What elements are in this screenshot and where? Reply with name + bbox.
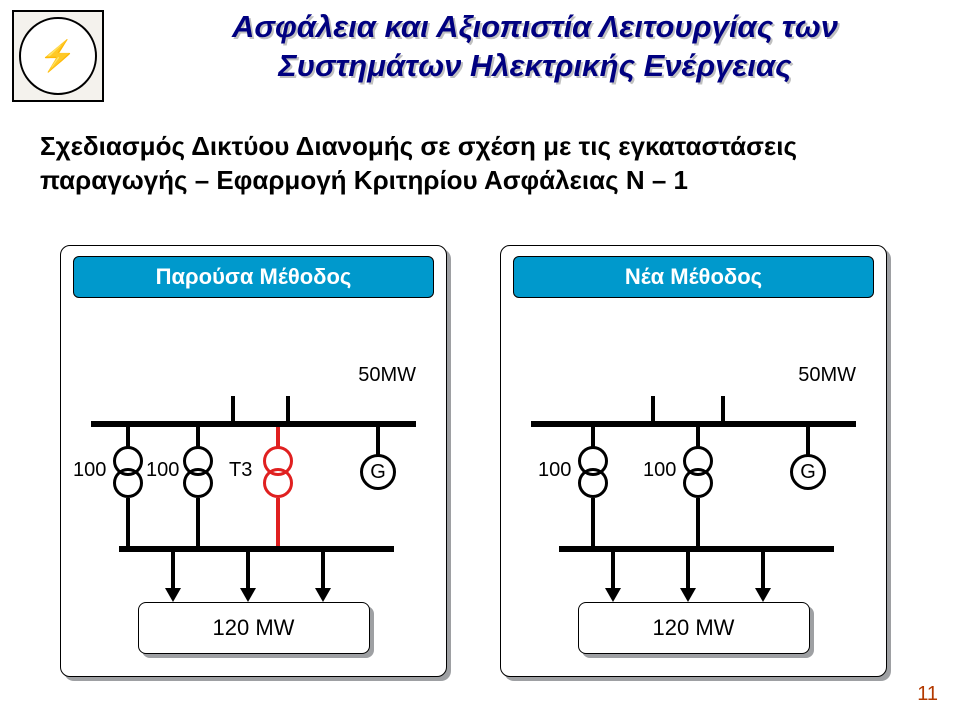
load-box-right: 120 MW	[578, 602, 810, 654]
load-box-left: 120 MW	[138, 602, 370, 654]
load-arrow-3-left	[321, 552, 325, 590]
t3-label: T3	[229, 459, 252, 482]
transformer-t1	[113, 446, 143, 500]
panel-header-new: Νέα Μέθοδος	[513, 256, 874, 298]
generator-right: G	[790, 454, 826, 490]
panel-header-current: Παρούσα Μέθοδος	[73, 256, 434, 298]
generator-left: G	[360, 454, 396, 490]
r-t1-top-line	[591, 427, 595, 447]
load-arrow-1-right	[611, 552, 615, 590]
bus-stub-2-r	[721, 396, 725, 421]
top-infeed-mw-left: 50MW	[358, 364, 416, 387]
top-infeed-mw-right: 50MW	[798, 364, 856, 387]
title-line-1: Ασφάλεια και Αξιοπιστία Λειτουργίας των	[232, 9, 838, 44]
slide: ⚡ Ασφάλεια και Αξιοπιστία Λειτουργίας τω…	[0, 0, 960, 720]
bus-stub-1-r	[651, 396, 655, 421]
bus-stub-2	[286, 396, 290, 421]
transformer-t3	[263, 446, 293, 500]
gen-line-left	[376, 427, 380, 455]
logo-glyph: ⚡	[19, 17, 97, 95]
load-arrow-3-right	[761, 552, 765, 590]
bottom-bus-left	[119, 546, 394, 552]
bottom-bus-right	[559, 546, 834, 552]
load-arrow-2-right	[686, 552, 690, 590]
top-bus-left	[91, 421, 416, 427]
t1-label: 100	[73, 459, 106, 482]
transformer-r-t2	[683, 446, 713, 500]
t2-bot-line	[196, 498, 200, 546]
page-title: Ασφάλεια και Αξιοπιστία Λειτουργίας των …	[150, 8, 920, 86]
load-arrow-1-left	[171, 552, 175, 590]
r-t1-label: 100	[538, 459, 571, 482]
t3-top-line	[276, 427, 280, 447]
institution-logo: ⚡	[12, 10, 104, 102]
r-t2-bot-line	[696, 498, 700, 546]
title-line-2: Συστημάτων Ηλεκτρικής Ενέργειας	[278, 48, 791, 83]
transformer-t2	[183, 446, 213, 500]
t1-bot-line	[126, 498, 130, 546]
t1-top-line	[126, 427, 130, 447]
page-number: 11	[917, 683, 938, 706]
t3-bot-line	[276, 498, 280, 546]
gen-line-right	[806, 427, 810, 455]
r-t2-top-line	[696, 427, 700, 447]
subtitle-text: Σχεδιασμός Δικτύου Διανομής σε σχέση με …	[40, 130, 920, 198]
t2-label: 100	[146, 459, 179, 482]
transformer-r-t1	[578, 446, 608, 500]
load-arrow-2-left	[246, 552, 250, 590]
panel-new-method: Νέα Μέθοδος 50MW 100 100 G 120 MW	[500, 245, 887, 677]
panel-current-method: Παρούσα Μέθοδος 50MW 100 100 T3 G	[60, 245, 447, 677]
t2-top-line	[196, 427, 200, 447]
bus-stub-1	[231, 396, 235, 421]
r-t2-label: 100	[643, 459, 676, 482]
r-t1-bot-line	[591, 498, 595, 546]
